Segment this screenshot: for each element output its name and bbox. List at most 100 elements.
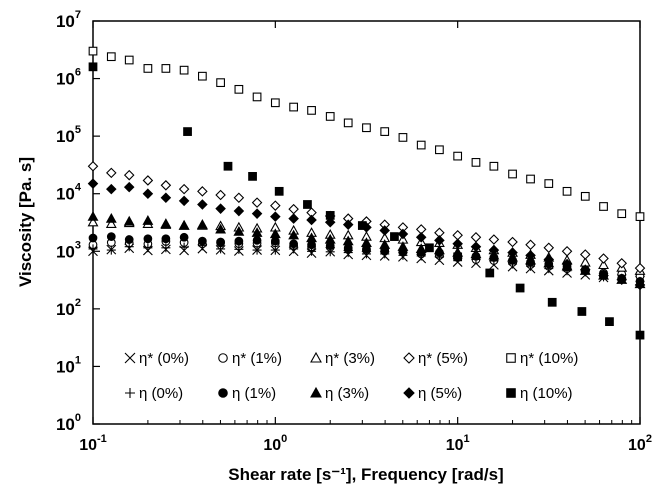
data-point <box>179 65 189 75</box>
data-point <box>196 219 208 229</box>
legend-label: η* (5%) <box>418 350 468 367</box>
data-point <box>598 270 609 281</box>
data-point <box>617 209 627 219</box>
data-point <box>397 241 409 251</box>
data-point <box>577 307 587 316</box>
data-point <box>124 235 134 244</box>
x-axis-title: Shear rate [s⁻¹], Frequency [rad/s] <box>228 465 503 484</box>
legend-label: η* (0%) <box>139 350 189 367</box>
data-point <box>251 227 263 237</box>
data-point <box>306 232 317 243</box>
data-point <box>415 232 427 243</box>
y-tick-label-exp: 7 <box>75 9 81 21</box>
legend-label: η (3%) <box>325 385 369 402</box>
data-point <box>598 259 609 270</box>
y-tick-label: 104 <box>56 182 82 204</box>
data-point <box>342 235 354 246</box>
y-tick-label-exp: 0 <box>75 412 81 424</box>
data-point <box>252 245 262 255</box>
data-point <box>223 161 233 171</box>
data-point <box>289 102 299 112</box>
data-point <box>453 252 463 262</box>
data-point <box>526 174 535 184</box>
data-point <box>123 215 135 226</box>
y-tick-label-exp: 4 <box>75 182 82 194</box>
x-tick-label: 10-1 <box>79 433 107 454</box>
data-point <box>270 98 280 108</box>
data-point <box>489 161 499 171</box>
data-point <box>270 245 280 255</box>
data-point <box>179 242 189 252</box>
data-point <box>425 243 434 253</box>
legend-label: η* (10%) <box>520 350 578 367</box>
legend-marker <box>218 388 228 398</box>
y-axis-title: Viscosity [Pa. s] <box>16 157 35 287</box>
data-point <box>105 218 117 228</box>
data-point <box>87 160 99 172</box>
data-point <box>415 243 427 254</box>
data-point <box>252 235 262 245</box>
data-point <box>252 92 262 102</box>
data-point <box>270 236 280 246</box>
y-tick-label-exp: 2 <box>75 297 81 309</box>
legend-label: η (5%) <box>418 385 462 402</box>
data-point <box>433 244 445 255</box>
data-point <box>215 189 226 201</box>
x-tick-label-exp: 1 <box>464 433 470 445</box>
data-point <box>198 71 207 81</box>
data-point <box>288 229 300 240</box>
data-point <box>307 106 316 115</box>
data-point <box>234 236 244 246</box>
legend-marker <box>403 352 415 364</box>
x-tick-label-base: 10 <box>628 437 646 454</box>
data-point <box>143 64 153 73</box>
legend-item: η* (10%) <box>506 350 578 367</box>
series-7 <box>87 210 646 289</box>
data-point <box>105 212 117 223</box>
data-point <box>544 179 554 188</box>
data-point <box>579 249 591 260</box>
legend-marker <box>403 387 415 399</box>
x-tick-label-exp: 0 <box>281 433 287 445</box>
legend-label: η (10%) <box>520 385 573 402</box>
y-tick-label-exp: 5 <box>75 124 81 136</box>
data-point <box>216 237 225 247</box>
data-point <box>289 239 299 249</box>
y-tick-label-base: 10 <box>56 185 75 204</box>
data-point <box>215 223 227 234</box>
legend-item: η* (5%) <box>403 350 468 367</box>
data-point <box>269 228 281 239</box>
data-point <box>270 200 281 211</box>
y-tick-label-base: 10 <box>56 127 75 146</box>
legend-marker <box>310 351 322 363</box>
data-point <box>324 233 336 244</box>
data-point <box>106 167 117 179</box>
data-point <box>605 317 614 327</box>
legend-item: η (1%) <box>218 385 276 402</box>
data-point <box>635 212 645 221</box>
data-point <box>197 199 208 210</box>
y-tick-label: 107 <box>56 9 81 31</box>
legend-item: η (0%) <box>125 385 183 402</box>
data-point <box>470 232 482 243</box>
data-point <box>251 197 263 208</box>
data-point <box>87 178 99 189</box>
data-point <box>380 127 390 136</box>
data-point <box>543 254 555 265</box>
y-tick-label-exp: 6 <box>75 67 81 79</box>
y-tick-label: 106 <box>56 67 81 89</box>
legend-item: η (5%) <box>403 385 462 402</box>
data-point <box>634 262 646 274</box>
data-point <box>488 234 500 245</box>
legend-marker <box>506 388 516 398</box>
data-point <box>160 192 172 204</box>
data-point <box>343 118 353 128</box>
data-point <box>470 248 482 259</box>
data-point <box>357 221 367 230</box>
data-point <box>471 158 481 167</box>
data-point <box>306 214 317 226</box>
x-tick-label: 101 <box>446 433 470 454</box>
y-tick-label: 100 <box>56 412 81 434</box>
ticks-layer <box>92 20 641 425</box>
